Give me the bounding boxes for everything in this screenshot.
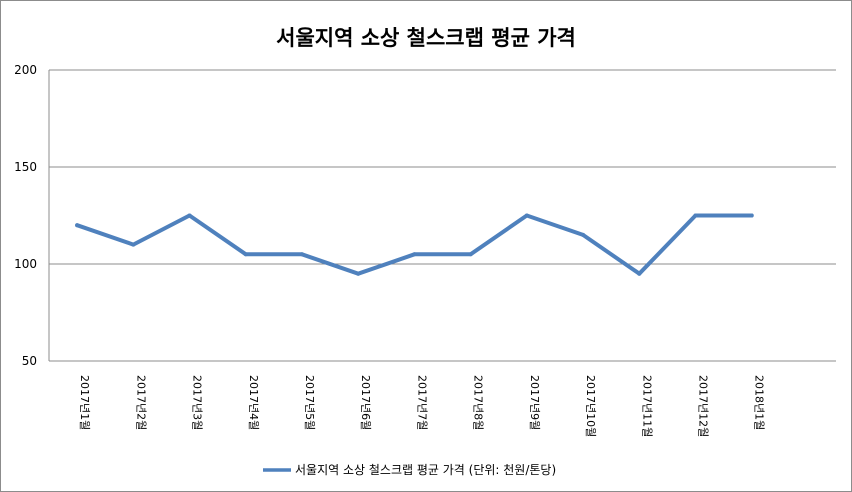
series-layer — [75, 213, 754, 276]
x-tick-label: 2017년5월 — [303, 375, 316, 430]
x-tick-label: 2017년4월 — [247, 375, 260, 430]
x-tick-label: 2017년10월 — [584, 375, 597, 437]
y-tick-label: 100 — [14, 257, 37, 271]
data-point — [187, 213, 192, 218]
x-tick-label: 2017년1월 — [78, 375, 91, 430]
data-point — [243, 252, 248, 257]
data-point — [693, 213, 698, 218]
data-point — [581, 232, 586, 237]
x-tick-label: 2017년11월 — [640, 375, 653, 437]
y-tick-label: 150 — [14, 160, 37, 174]
y-tick-label: 50 — [22, 354, 37, 368]
y-tick-label: 200 — [14, 63, 37, 77]
data-point — [749, 213, 754, 218]
data-point — [131, 242, 136, 247]
x-tick-label: 2017년3월 — [191, 375, 204, 430]
x-tick-label: 2017년6월 — [359, 375, 372, 430]
data-point — [299, 252, 304, 257]
x-tick-label: 2017년8월 — [472, 375, 485, 430]
legend: 서울지역 소상 철스크랩 평균 가격 (단위: 천원/톤당) — [263, 462, 556, 477]
data-point — [412, 252, 417, 257]
x-tick-label: 2017년9월 — [528, 375, 541, 430]
x-tick-label: 2017년7월 — [415, 375, 428, 430]
data-point — [637, 271, 642, 276]
chart-title: 서울지역 소상 철스크랩 평균 가격 — [276, 26, 576, 50]
legend-label: 서울지역 소상 철스크랩 평균 가격 (단위: 천원/톤당) — [295, 462, 556, 477]
axis-layer: 50 100 150 200 2017년1월 2017년2월 2017년3월 2017년4월 2… — [14, 63, 766, 437]
data-point — [75, 223, 80, 228]
grid-layer — [49, 69, 836, 362]
data-point — [524, 213, 529, 218]
x-tick-label: 2017년2월 — [134, 375, 147, 430]
series-line — [75, 213, 754, 276]
x-tick-label: 2018년1월 — [753, 375, 766, 430]
x-tick-label: 2017년12월 — [696, 375, 709, 437]
data-point — [468, 252, 473, 257]
data-point — [356, 271, 361, 276]
